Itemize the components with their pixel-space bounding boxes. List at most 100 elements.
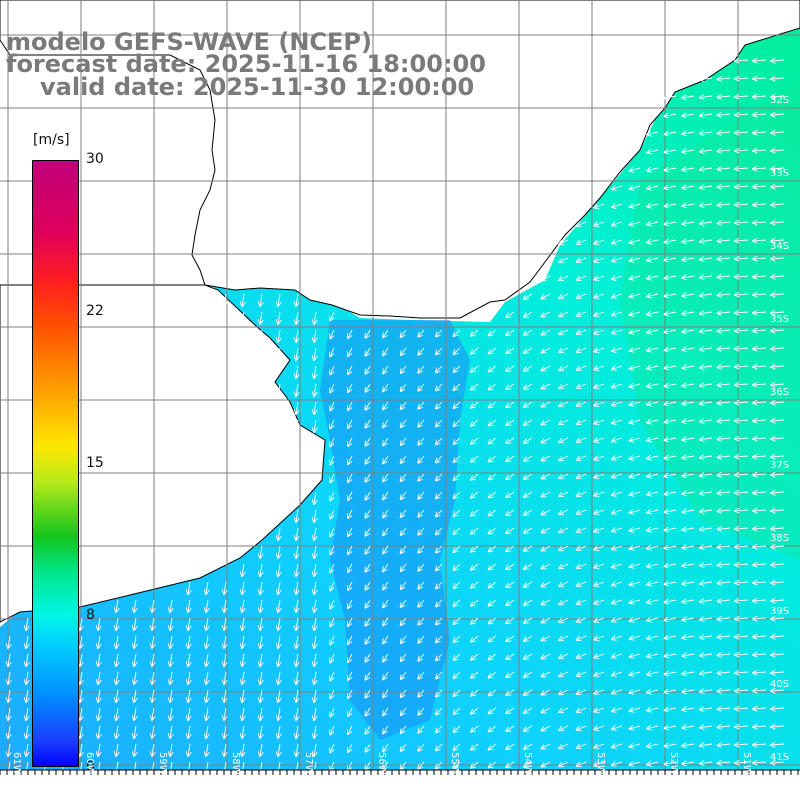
wind-arrow: [665, 708, 677, 710]
wind-arrow: [436, 689, 443, 696]
wind-arrow: [682, 474, 695, 476]
wind-arrow: [471, 491, 479, 498]
wind-arrow: [647, 456, 659, 459]
wind-arrow: [489, 671, 497, 678]
wind-arrow: [577, 545, 587, 550]
wind-arrow: [735, 438, 749, 439]
wind-arrow: [471, 545, 479, 552]
wind-arrow: [717, 150, 731, 151]
wind-arrow: [98, 689, 100, 702]
wind-arrow: [436, 653, 443, 660]
wind-arrow: [577, 401, 587, 406]
wind-arrow: [80, 635, 82, 648]
wind-arrow: [506, 311, 515, 317]
wind-arrow: [206, 653, 208, 666]
wind-arrow: [700, 186, 713, 188]
wind-arrow: [524, 527, 533, 533]
wind-arrow: [524, 707, 533, 713]
wind-arrow: [594, 276, 605, 280]
wind-arrow: [453, 581, 461, 588]
wind-arrow: [771, 492, 785, 493]
wind-arrows: [8, 60, 785, 774]
wind-arrow: [665, 672, 677, 674]
wind-arrow: [612, 564, 623, 567]
wind-arrow: [418, 635, 425, 643]
wind-arrow: [753, 636, 767, 637]
wind-arrow: [735, 96, 749, 97]
wind-arrow: [559, 653, 569, 658]
wind-arrow: [577, 239, 587, 244]
wind-arrow: [506, 545, 515, 551]
wind-arrow: [436, 383, 443, 390]
wind-arrow: [753, 456, 767, 457]
wind-arrow: [612, 186, 623, 189]
wind-arrow: [629, 744, 641, 747]
wind-arrow: [365, 707, 371, 716]
forecast-date: forecast date: 2025-11-16 18:00:00: [6, 50, 486, 78]
wind-arrow: [577, 689, 587, 694]
wind-arrow: [314, 707, 316, 720]
wind-arrow: [260, 311, 262, 324]
wind-arrow: [188, 743, 190, 756]
wind-arrow: [682, 654, 695, 656]
wind-arrow: [348, 527, 353, 536]
wind-arrow: [296, 617, 298, 630]
wind-arrow: [471, 419, 479, 426]
wind-arrow: [735, 420, 749, 421]
lat-label-39s: 39S: [770, 606, 790, 617]
wind-arrow: [278, 293, 280, 306]
wind-arrow: [541, 347, 551, 353]
wind-arrow: [152, 671, 154, 684]
wind-arrow: [717, 132, 731, 133]
wind-arrow: [594, 492, 605, 496]
wind-arrow: [753, 240, 767, 241]
wind-arrow: [577, 599, 587, 604]
wind-arrow: [771, 186, 785, 187]
wind-arrow: [453, 743, 461, 750]
wind-arrow: [577, 491, 587, 496]
wind-arrow: [330, 653, 334, 662]
wind-arrow: [665, 654, 677, 656]
wind-arrow: [771, 240, 785, 241]
wind-arrow: [401, 563, 407, 571]
wind-arrow: [436, 491, 443, 498]
wind-arrow: [735, 384, 749, 385]
wind-arrow: [753, 60, 767, 61]
wind-arrow: [700, 528, 713, 530]
wind-arrow: [348, 419, 353, 428]
wind-arrow: [665, 258, 677, 260]
wind-arrow: [80, 671, 82, 684]
wind-arrow: [559, 581, 569, 586]
wind-arrow: [612, 582, 623, 585]
wind-arrow: [224, 581, 226, 594]
wind-arrow: [278, 689, 280, 702]
wind-arrow: [134, 725, 136, 738]
wind-arrow: [629, 654, 641, 657]
wind-arrow: [506, 383, 515, 389]
wind-arrow: [296, 563, 298, 576]
wind-arrow: [348, 563, 353, 572]
wind-arrow: [541, 617, 551, 623]
wind-arrow: [647, 672, 659, 675]
wind-arrow: [771, 582, 785, 583]
wind-arrow: [771, 510, 785, 511]
wind-arrow: [224, 725, 226, 738]
wind-arrow: [524, 311, 533, 317]
wind-arrow: [188, 599, 190, 612]
wind-arrow: [559, 239, 569, 244]
wind-arrow: [665, 114, 677, 116]
wind-arrow: [682, 618, 695, 620]
wind-arrow: [365, 563, 371, 572]
wind-arrow: [365, 491, 371, 500]
wind-arrow: [401, 365, 407, 373]
wind-arrow: [577, 743, 587, 748]
lat-label-35s: 35S: [770, 314, 790, 325]
wind-arrow: [524, 491, 533, 497]
wind-arrow: [577, 563, 587, 568]
wind-arrow: [647, 654, 659, 657]
wind-arrow: [296, 725, 298, 738]
wind-arrow: [471, 563, 479, 570]
wind-arrow: [453, 383, 461, 390]
wind-arrow: [753, 312, 767, 313]
wind-arrow: [453, 329, 461, 336]
